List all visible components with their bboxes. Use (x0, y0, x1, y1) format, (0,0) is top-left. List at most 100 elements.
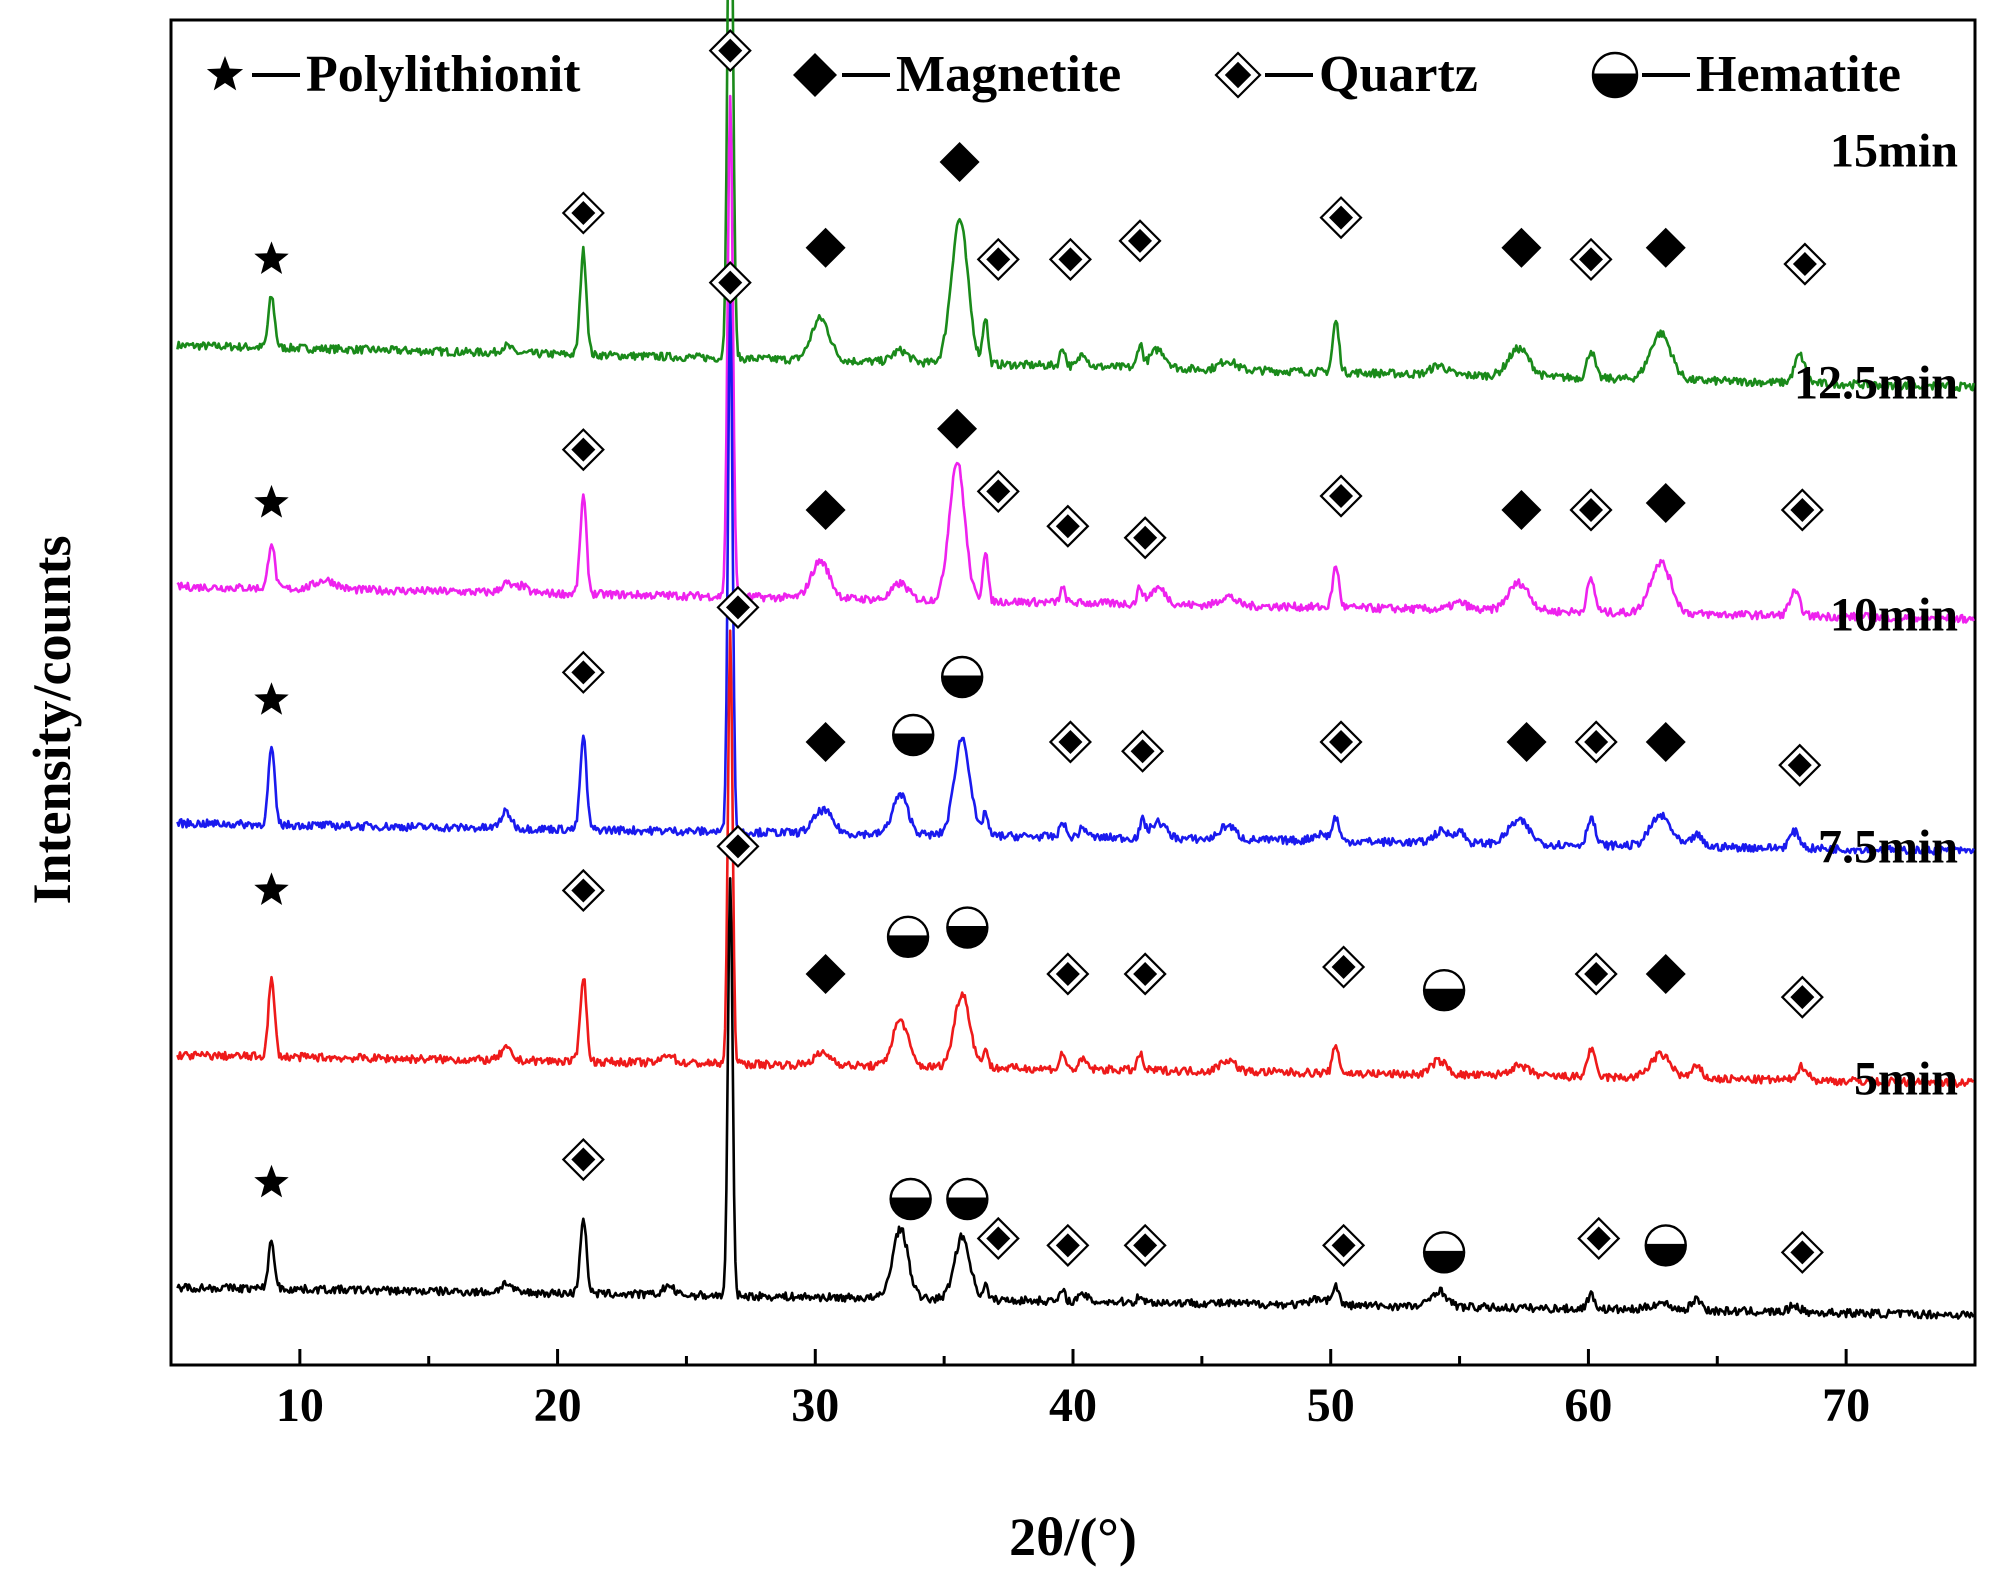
boxed-diamond-marker (1569, 237, 1613, 281)
star-marker (254, 241, 289, 274)
star-marker (254, 1164, 289, 1198)
peak-marker-group (254, 29, 1827, 1274)
x-tick-label: 20 (534, 1379, 582, 1432)
boxed-diamond-marker (1780, 488, 1824, 532)
x-tick-label: 50 (1307, 1379, 1355, 1432)
legend-half-circle-icon (1591, 51, 1639, 99)
legend-filled-diamond-icon (793, 53, 837, 97)
plot-frame (169, 18, 1977, 1367)
legend-boxed-diamond-icon (1214, 51, 1262, 99)
boxed-diamond-marker (1780, 975, 1824, 1019)
series-label-10min: 10min (1830, 589, 1958, 642)
x-tick-label: 10 (276, 1379, 324, 1432)
boxed-diamond-marker (1319, 196, 1363, 240)
boxed-diamond-marker (1046, 504, 1090, 548)
trace-15min (176, 0, 1975, 392)
filled-diamond-marker (805, 953, 846, 994)
boxed-diamond-marker (1046, 1223, 1090, 1267)
legend-label: Quartz (1319, 46, 1478, 103)
boxed-diamond-marker (708, 261, 752, 305)
boxed-diamond-marker (561, 868, 605, 912)
filled-diamond-marker (805, 227, 846, 268)
filled-diamond-marker (1501, 489, 1542, 530)
legend-star-icon (206, 56, 244, 91)
boxed-diamond-marker (561, 650, 605, 694)
legend-item-polylithionit: Polylithionit (206, 46, 581, 103)
y-axis-label: Intensity/counts (22, 535, 82, 904)
x-axis-ticks: 10 20 30 40 50 60 70 (169, 1349, 1977, 1432)
boxed-diamond-marker (1319, 720, 1363, 764)
boxed-diamond-marker (561, 428, 605, 472)
boxed-diamond-marker (1577, 1216, 1621, 1260)
boxed-diamond-marker (716, 585, 760, 629)
x-tick-label: 40 (1049, 1379, 1097, 1432)
legend-item-hematite: Hematite (1591, 46, 1901, 103)
filled-diamond-marker (937, 408, 978, 449)
boxed-diamond-marker (1118, 219, 1162, 263)
series-label-5min: 5min (1854, 1053, 1958, 1106)
legend-item-quartz: Quartz (1214, 46, 1478, 103)
filled-diamond-marker (1645, 227, 1686, 268)
filled-diamond-marker (1645, 721, 1686, 762)
filled-diamond-marker (805, 721, 846, 762)
half-circle-marker (1422, 969, 1466, 1012)
series-label-7.5min: 7.5min (1818, 821, 1958, 874)
boxed-diamond-marker (561, 191, 605, 235)
boxed-diamond-marker (976, 1216, 1020, 1260)
legend-label: Polylithionit (306, 46, 581, 103)
star-marker (254, 872, 289, 905)
boxed-diamond-marker (1780, 1230, 1824, 1274)
x-tick-label: 60 (1564, 1379, 1612, 1432)
half-circle-marker (1422, 1231, 1466, 1274)
x-axis-label: 2θ/(°) (1009, 1507, 1137, 1567)
series-label-15min: 15min (1830, 125, 1958, 178)
trace-10min (176, 300, 1975, 856)
boxed-diamond-marker (1048, 720, 1092, 764)
boxed-diamond-marker (1123, 1223, 1167, 1267)
trace-7.5min (176, 629, 1975, 1088)
boxed-diamond-marker (561, 1138, 605, 1182)
boxed-diamond-marker (1574, 720, 1618, 764)
legend-item-magnetite: Magnetite (793, 46, 1121, 103)
boxed-diamond-marker (708, 29, 752, 73)
boxed-diamond-marker (1322, 945, 1366, 989)
filled-diamond-marker (1506, 721, 1547, 762)
filled-diamond-marker (1645, 953, 1686, 994)
half-circle-marker (892, 713, 935, 757)
legend-label: Magnetite (896, 46, 1121, 103)
trace-group (176, 0, 1975, 1320)
boxed-diamond-marker (1123, 952, 1167, 996)
boxed-diamond-marker (716, 824, 760, 868)
half-circle-marker (946, 1177, 989, 1221)
boxed-diamond-marker (1569, 488, 1613, 532)
star-marker (254, 682, 289, 715)
boxed-diamond-marker (1123, 516, 1167, 560)
boxed-diamond-marker (1319, 474, 1363, 518)
half-circle-marker (886, 915, 930, 959)
boxed-diamond-marker (1046, 952, 1090, 996)
boxed-diamond-marker (1574, 952, 1618, 996)
trace-5min (176, 877, 1975, 1320)
filled-diamond-marker (1645, 483, 1686, 523)
half-circle-marker (940, 655, 984, 699)
x-tick-label: 70 (1822, 1379, 1870, 1432)
boxed-diamond-marker (976, 237, 1020, 281)
legend-label: Hematite (1696, 46, 1901, 103)
trace-12.5min (176, 94, 1975, 624)
series-label-group: 15min 12.5min 10min 7.5min 5min (1794, 125, 1958, 1106)
half-circle-marker (1644, 1224, 1687, 1267)
legend: Polylithionit Magnetite Quartz Hematite (206, 46, 1901, 103)
half-circle-marker (946, 906, 989, 949)
half-circle-marker (889, 1177, 932, 1221)
star-marker (254, 484, 289, 518)
boxed-diamond-marker (1778, 743, 1822, 787)
filled-diamond-marker (939, 141, 980, 182)
x-tick-label: 30 (791, 1379, 839, 1432)
boxed-diamond-marker (1048, 237, 1092, 281)
series-label-12.5min: 12.5min (1794, 357, 1958, 410)
boxed-diamond-marker (1322, 1223, 1366, 1267)
boxed-diamond-marker (1783, 242, 1827, 286)
filled-diamond-marker (1501, 227, 1542, 268)
filled-diamond-marker (805, 489, 846, 530)
